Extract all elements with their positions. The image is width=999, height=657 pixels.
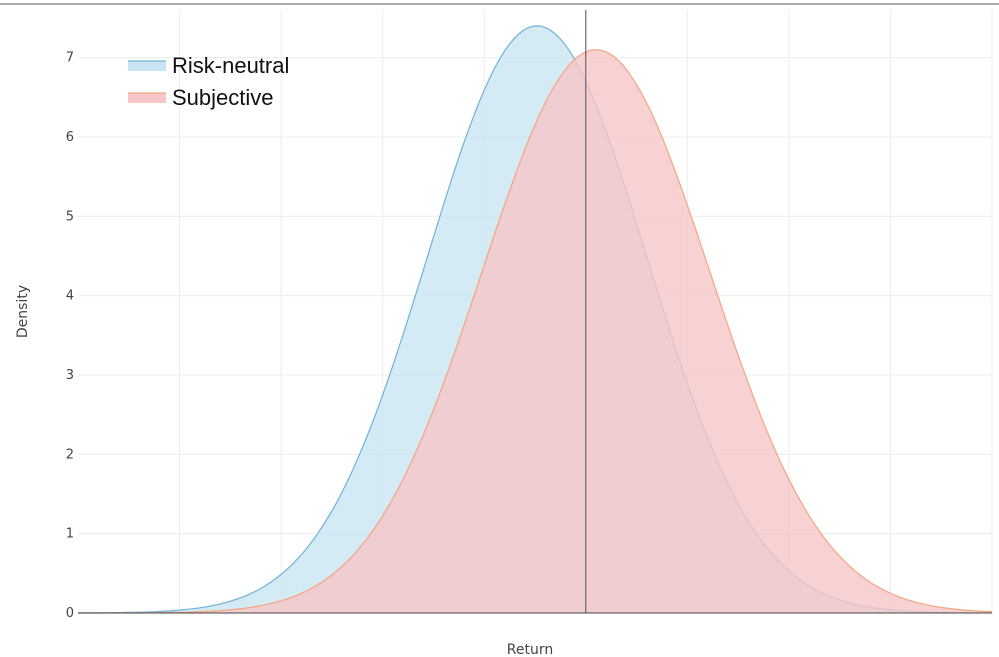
legend: Risk-neutral Subjective	[128, 53, 289, 110]
y-tick-labels: 0 1 2 3 4 5 6 7	[66, 51, 74, 621]
y-tick-label: 7	[66, 51, 74, 66]
y-tick-label: 1	[66, 527, 74, 542]
y-tick-label: 3	[66, 368, 74, 383]
density-areas	[78, 25, 993, 614]
y-tick-label: 0	[66, 606, 74, 621]
legend-label: Subjective	[172, 85, 274, 110]
y-tick-label: 2	[66, 447, 74, 462]
y-axis-title: Density	[15, 285, 31, 338]
y-tick-label: 5	[66, 209, 74, 224]
y-tick-label: 4	[66, 289, 74, 304]
legend-swatch	[128, 93, 166, 103]
legend-swatch	[128, 61, 166, 71]
legend-label: Risk-neutral	[172, 53, 289, 78]
y-tick-label: 6	[66, 130, 74, 145]
x-axis-title: Return	[507, 642, 553, 657]
density-area-subjective	[78, 49, 992, 613]
density-line-subjective	[78, 49, 993, 614]
